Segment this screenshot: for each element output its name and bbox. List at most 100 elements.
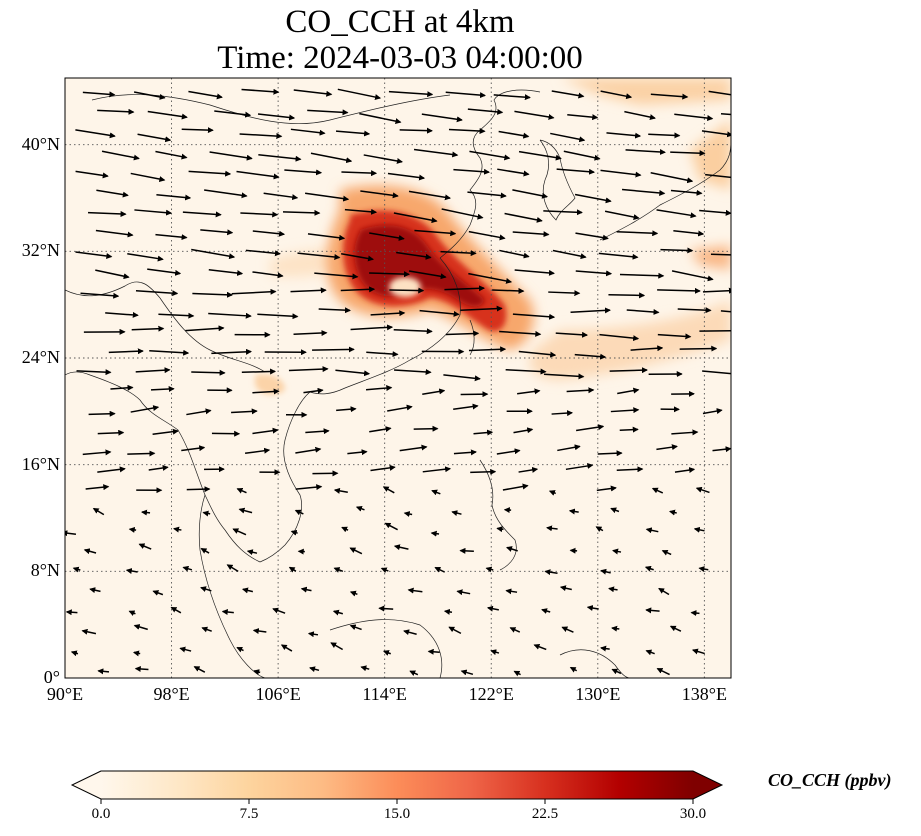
wind-arrow (596, 485, 617, 492)
wind-arrow (349, 590, 358, 597)
wind-arrow (518, 150, 562, 161)
wind-arrow (349, 624, 362, 631)
wind-arrow (85, 484, 110, 491)
wind-arrow (661, 549, 672, 556)
wind-vectors (65, 88, 731, 677)
border-himalaya (65, 281, 161, 299)
wind-arrow (147, 110, 188, 120)
wind-arrow (305, 192, 350, 202)
wind-arrow (241, 368, 277, 375)
wind-arrow (355, 505, 365, 512)
wind-arrow (467, 191, 507, 199)
wind-arrow (720, 113, 731, 116)
wind-arrow (570, 307, 611, 314)
wind-arrow (645, 649, 655, 656)
wind-arrow (382, 650, 391, 656)
wind-arrow (430, 530, 440, 537)
wind-arrow (541, 608, 551, 614)
lon-label: 138°E (681, 684, 727, 704)
wind-arrow (387, 404, 413, 412)
wind-arrow (200, 586, 212, 592)
wind-arrow (552, 249, 587, 260)
wind-arrow (307, 631, 319, 638)
colorbar-tick-label: 7.5 (239, 806, 259, 822)
wind-arrow (82, 91, 116, 98)
wind-arrow (173, 526, 182, 533)
wind-arrow (88, 410, 116, 417)
wind-arrow (600, 645, 610, 652)
lon-label: 130°E (575, 684, 621, 704)
lat-label: 32°N (21, 240, 60, 261)
wind-arrow (569, 547, 578, 554)
colorbar-label: CO_CCH (ppbv) (768, 770, 892, 790)
coast-philippines (479, 459, 517, 571)
wind-arrow (97, 668, 110, 675)
wind-arrow (202, 510, 211, 517)
wind-arrow (95, 269, 130, 280)
wind-arrow (445, 91, 486, 99)
wind-arrow (170, 606, 182, 614)
wind-arrow (252, 628, 267, 635)
wind-arrow (192, 291, 233, 298)
wind-arrow (231, 288, 277, 295)
wind-arrow (575, 232, 609, 241)
wind-arrow (445, 330, 480, 337)
lat-label: 24°N (21, 347, 60, 367)
wind-arrow (83, 548, 97, 555)
wind-arrow (158, 312, 195, 319)
wind-arrow (493, 94, 531, 101)
wind-arrow (288, 366, 329, 373)
wind-arrow (403, 511, 413, 517)
wind-arrow (365, 385, 393, 392)
wind-arrow (150, 386, 175, 393)
wind-arrow (211, 348, 252, 355)
wind-arrow (101, 150, 140, 161)
wind-arrow (128, 526, 137, 533)
wind-arrow (208, 312, 252, 319)
wind-arrow (384, 522, 398, 531)
wind-arrow (134, 209, 173, 216)
wind-arrow (370, 464, 396, 472)
wind-arrow (284, 169, 323, 176)
colorbar-tick-label: 0.0 (91, 806, 111, 822)
wind-arrow (295, 446, 322, 454)
wind-arrow (131, 325, 165, 332)
wind-arrow (332, 609, 344, 616)
wind-arrow (619, 272, 665, 279)
wind-arrow (80, 292, 120, 299)
wind-arrow (369, 426, 392, 433)
coast-taiwan (469, 319, 475, 356)
wind-arrow (134, 665, 149, 672)
coast-china-south (309, 257, 461, 395)
wind-arrow (96, 189, 129, 198)
wind-arrow (135, 290, 179, 297)
wind-arrow (305, 428, 330, 435)
lon-label: 90°E (46, 684, 84, 704)
wind-arrow (502, 483, 529, 491)
map-title: CO_CCH at 4km (285, 4, 515, 40)
wind-arrow (674, 113, 714, 122)
wind-arrow (569, 666, 578, 673)
wind-arrow (75, 129, 116, 139)
wind-arrow (314, 272, 359, 280)
wind-arrow (369, 271, 410, 278)
wind-arrow (280, 644, 293, 652)
wind-arrow (181, 445, 206, 452)
wind-arrow (208, 268, 244, 276)
wind-arrow (610, 507, 620, 514)
wind-arrow (70, 650, 79, 657)
wind-arrow (241, 587, 254, 594)
wind-arrow (518, 466, 539, 473)
wind-arrow (702, 287, 731, 294)
wind-arrow (155, 150, 188, 160)
wind-arrow (335, 369, 371, 377)
wind-arrow (492, 287, 525, 294)
wind-arrow (309, 666, 320, 673)
wind-arrow (621, 188, 666, 196)
wind-arrow (556, 168, 596, 175)
wind-arrow (645, 527, 659, 534)
wind-arrow (186, 408, 212, 416)
wind-arrow (470, 468, 497, 475)
wind-arrow (399, 444, 428, 452)
